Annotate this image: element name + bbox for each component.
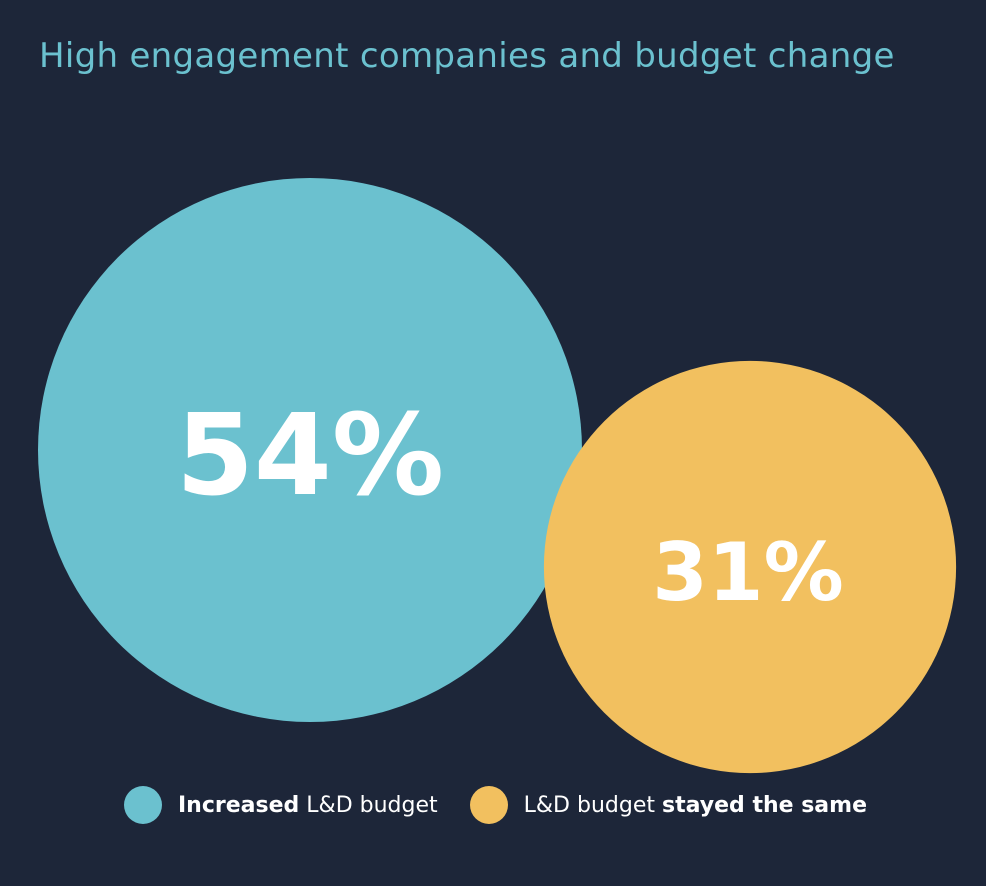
bubble-increased-value: 54% (176, 391, 444, 521)
bubble-increased (38, 178, 582, 722)
chart-title: High engagement companies and budget cha… (39, 36, 895, 76)
bubble-same (543, 360, 957, 774)
legend-item-increased: Increased L&D budget (124, 786, 438, 824)
bubble-same-value: 31% (652, 526, 843, 619)
legend-swatch-increased (124, 786, 162, 824)
legend-swatch-same (469, 786, 508, 824)
legend-label-same: L&D budget stayed the same (523, 792, 867, 818)
legend-label-increased: Increased L&D budget (178, 792, 438, 818)
legend: Increased L&D budget L&D budget stayed t… (124, 786, 867, 824)
legend-item-same: L&D budget stayed the same (469, 786, 867, 824)
